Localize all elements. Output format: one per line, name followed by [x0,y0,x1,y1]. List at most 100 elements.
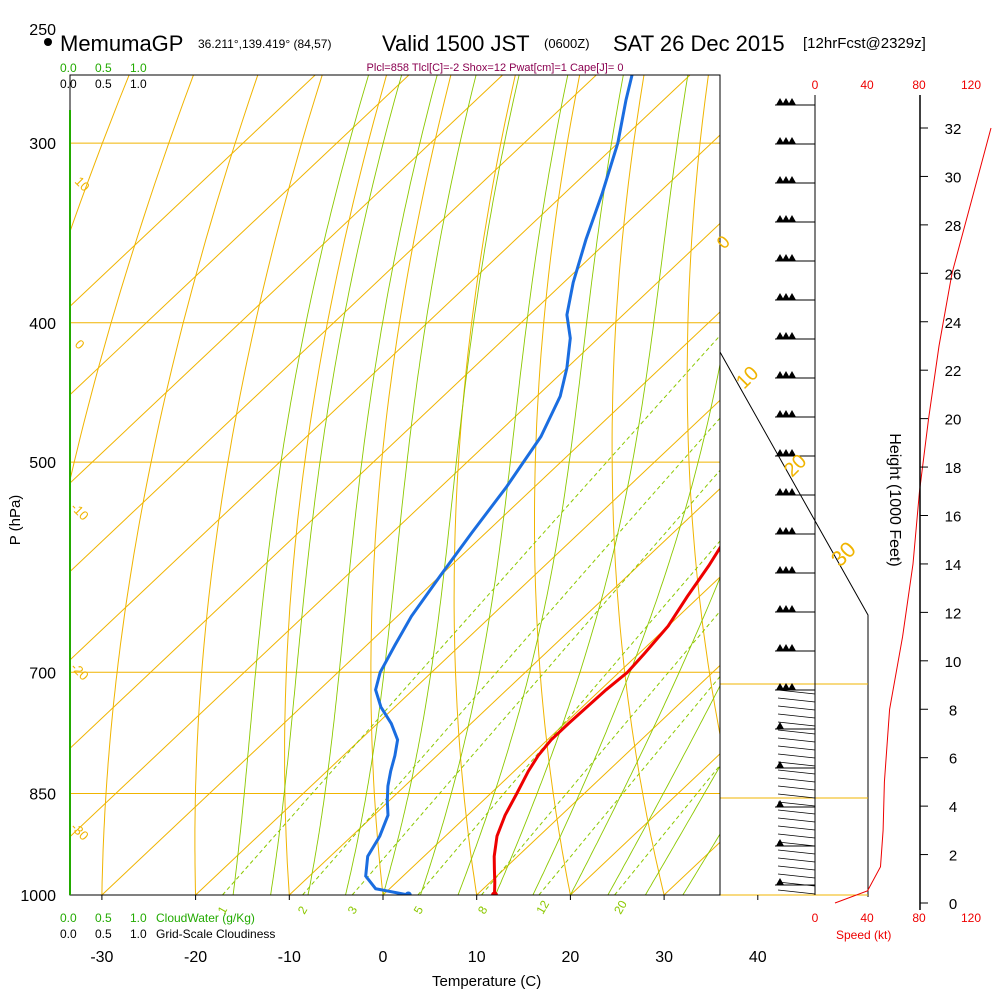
barb-pennant [776,878,784,885]
barb-pennant [788,137,796,144]
p-tick-label: 850 [29,787,56,804]
barb-pennant [782,332,790,339]
wind-barb-low [777,737,816,743]
temperature-surface-point [491,891,499,895]
mixing-ratio-label: 3 [345,903,361,916]
text-layer: 1 2 3 5 8 12 20100-10-20-300102030250300400500… [20,22,981,966]
valid-time: Valid 1500 JST [382,31,530,56]
x-tick-label: -30 [90,949,113,966]
cloudiness-scale-top: 0.0 [60,77,77,91]
height-tick-label: 22 [945,363,962,380]
p-tick-label: 300 [29,136,56,153]
barb-pennant [788,176,796,183]
bullet-icon [44,38,52,46]
wind-barb-low [777,857,816,863]
barb-pennant [788,449,796,456]
wind-barb-low [777,817,816,823]
wind-barb-low [777,825,816,831]
barb-pennant [776,137,784,144]
cloudiness-scale-bottom: 0.5 [95,927,112,941]
dry-adiabat [101,75,259,895]
model-name: MemumaGP [60,31,183,56]
theta-label: -10 [68,500,92,524]
cloudiness-scale-top: 0.5 [95,77,112,91]
wind-barb-low [777,689,816,695]
cloudiness-scale-bottom: 1.0 [130,927,147,941]
height-tick-label: 6 [949,751,957,768]
height-tick-label: 4 [949,799,957,816]
moist-adiabat [532,361,720,895]
barb-pennant [788,644,796,651]
barb-pennant [776,527,784,534]
plot-frame [69,74,721,896]
speed-tick-bottom: 120 [961,911,981,925]
barb-pennant [776,371,784,378]
isotherm [70,75,316,308]
dry-adiabat [611,75,665,895]
mixing-ratio-line [481,610,720,895]
cloudwater-scale-bottom: 1.0 [130,911,147,925]
isotherm [70,75,410,396]
zulu-time: (0600Z) [544,36,590,51]
dry-adiabat [686,75,720,738]
isotherm [70,75,691,661]
moist-adiabat [382,75,520,895]
cloudiness-scale-bottom: 0.0 [60,927,77,941]
dry-adiabat [453,75,516,895]
cloudwater-label: CloudWater (g/Kg) [156,911,255,925]
speed-layer [834,127,992,904]
barb-pennant [782,527,790,534]
height-tick-label: 8 [949,702,957,719]
p-tick-label: 500 [29,455,56,472]
wind-speed-line [834,127,992,904]
mixing-ratio-label: 20 [611,898,630,917]
moist-adiabat [494,75,689,895]
height-axis-title: Height (1000 Feet) [886,433,903,566]
p-tick-label: 700 [29,665,56,682]
dewpoint-surface-point [404,891,412,895]
cloudwater-scale-top: 0.0 [60,61,77,75]
wind-barb-low [777,769,816,775]
barb-pennant [776,644,784,651]
barb-pennant [782,566,790,573]
height-tick-label: 14 [945,557,962,574]
barb-pennant [782,605,790,612]
wind-barb-low [777,721,816,727]
mixing-ratio-line [538,675,720,895]
barb-pennant [776,566,784,573]
p-tick-label: 400 [29,316,56,333]
wind-barb-low [777,849,816,855]
cloudiness-scale-top: 1.0 [130,77,147,91]
wind-barb-low [777,873,816,879]
wind-barb-low [777,697,816,703]
cloudwater-scale-top: 1.0 [130,61,147,75]
barb-pennant [782,644,790,651]
barb-pennant [776,488,784,495]
cloudwater-scale-bottom: 0.0 [60,911,77,925]
grid-layer [70,75,720,895]
thetae-label: 30 [826,537,861,572]
wind-barb-low [777,809,816,815]
isotherm [288,487,720,895]
wind-barb-low [777,705,816,711]
dry-adiabat [70,75,195,483]
moist-adiabat [232,75,370,895]
mixing-ratio-line [351,469,720,895]
barb-pennant [782,293,790,300]
barb-pennant [782,488,790,495]
isotherm [70,75,504,484]
x-tick-label: 0 [379,949,388,966]
wind-barb-low [777,745,816,751]
isotherm [101,311,720,895]
speed-axis-title: Speed (kt) [836,928,891,942]
moist-adiabat [420,75,569,895]
thetae-label: 0 [713,232,734,253]
height-tick-label: 30 [945,169,962,186]
wind-barb-low [777,881,816,887]
mixing-ratio-line [614,764,720,895]
temperature-line [492,545,720,895]
x-tick-label: -20 [184,949,207,966]
isotherm [476,664,720,895]
barb-pennant [788,410,796,417]
barb-pennant [782,371,790,378]
